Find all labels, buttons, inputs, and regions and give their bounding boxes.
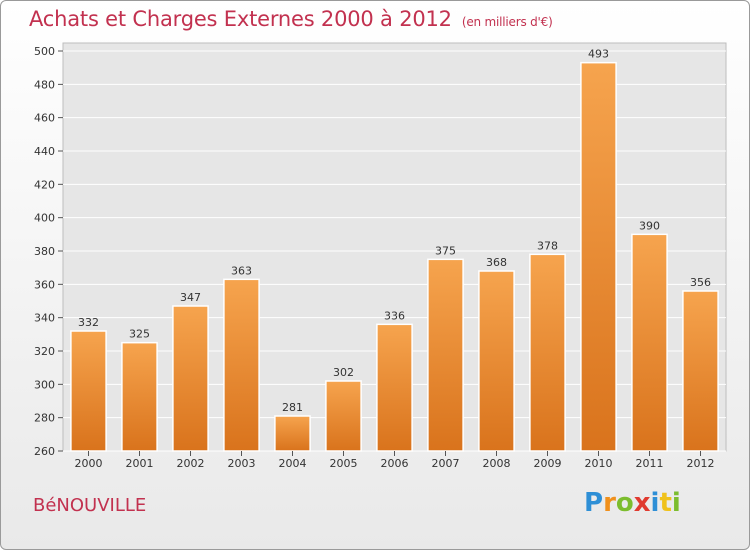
commune-name: BéNOUVILLE (33, 495, 147, 516)
x-tick-label: 2006 (381, 457, 409, 470)
bar-value-label: 281 (282, 401, 303, 414)
x-tick-label: 2011 (636, 457, 664, 470)
bar[interactable] (427, 258, 464, 452)
y-tick-label: 400 (34, 212, 55, 225)
x-tick-label: 2008 (483, 457, 511, 470)
bar[interactable] (631, 233, 668, 452)
bar-value-label: 347 (180, 291, 201, 304)
chart-title-text: Achats et Charges Externes 2000 à 2012 (29, 7, 452, 31)
bar[interactable] (325, 380, 362, 452)
y-tick-label: 440 (34, 145, 55, 158)
bar-value-label: 302 (333, 366, 354, 379)
bar[interactable] (172, 305, 209, 452)
x-axis: 2000 2001 2002 2003 2004 2005 2006 2007 2008 2009… (75, 451, 715, 470)
y-tick-label: 360 (34, 278, 55, 291)
bar-chart: 260280300320340360380400420440460480500 … (34, 42, 727, 470)
y-tick-label: 340 (34, 312, 55, 325)
bar[interactable] (529, 253, 566, 452)
bar-value-label: 375 (435, 244, 456, 257)
y-tick-label: 420 (34, 178, 55, 191)
bar-value-label: 356 (690, 276, 711, 289)
bar-value-label: 325 (129, 328, 150, 341)
bar[interactable] (70, 330, 107, 452)
bar[interactable] (223, 278, 260, 452)
y-tick-label: 320 (34, 345, 55, 358)
x-tick-label: 2000 (75, 457, 103, 470)
x-tick-label: 2003 (228, 457, 256, 470)
x-tick-label: 2005 (330, 457, 358, 470)
y-tick-label: 380 (34, 245, 55, 258)
bar-value-label: 378 (537, 239, 558, 252)
y-tick-label: 480 (34, 78, 55, 91)
y-axis: 260 280 300 320 340 360 380 400 420 440 460 480 500 (34, 45, 63, 458)
x-tick-label: 2009 (534, 457, 562, 470)
bar[interactable] (682, 290, 719, 452)
bar-value-label: 336 (384, 309, 405, 322)
bar-value-label: 493 (588, 48, 609, 61)
bar-value-label: 390 (639, 219, 660, 232)
y-tick-label: 280 (34, 412, 55, 425)
y-tick-label: 300 (34, 378, 55, 391)
chart-unit: (en milliers d'€) (461, 15, 553, 29)
bar[interactable] (478, 270, 515, 452)
x-tick-label: 2010 (585, 457, 613, 470)
x-tick-label: 2001 (126, 457, 154, 470)
bar-value-label: 368 (486, 256, 507, 269)
bar[interactable] (274, 415, 311, 452)
bar[interactable] (580, 61, 617, 452)
bar[interactable] (121, 341, 158, 452)
y-tick-label: 460 (34, 112, 55, 125)
x-tick-label: 2007 (432, 457, 460, 470)
x-tick-label: 2004 (279, 457, 307, 470)
bar-value-label: 332 (78, 316, 99, 329)
y-tick-label: 260 (34, 445, 55, 458)
proxiti-logo[interactable]: Proxiti (584, 488, 681, 518)
bar-value-label: 363 (231, 264, 252, 277)
chart-title: Achats et Charges Externes 2000 à 2012 (e… (29, 7, 553, 31)
x-tick-label: 2012 (687, 457, 715, 470)
y-tick-label: 500 (34, 45, 55, 58)
x-tick-label: 2002 (177, 457, 205, 470)
bars: 332 325 347 363 281 302 336 375 368 378 493 390 356 (70, 48, 719, 452)
bar[interactable] (376, 323, 413, 452)
